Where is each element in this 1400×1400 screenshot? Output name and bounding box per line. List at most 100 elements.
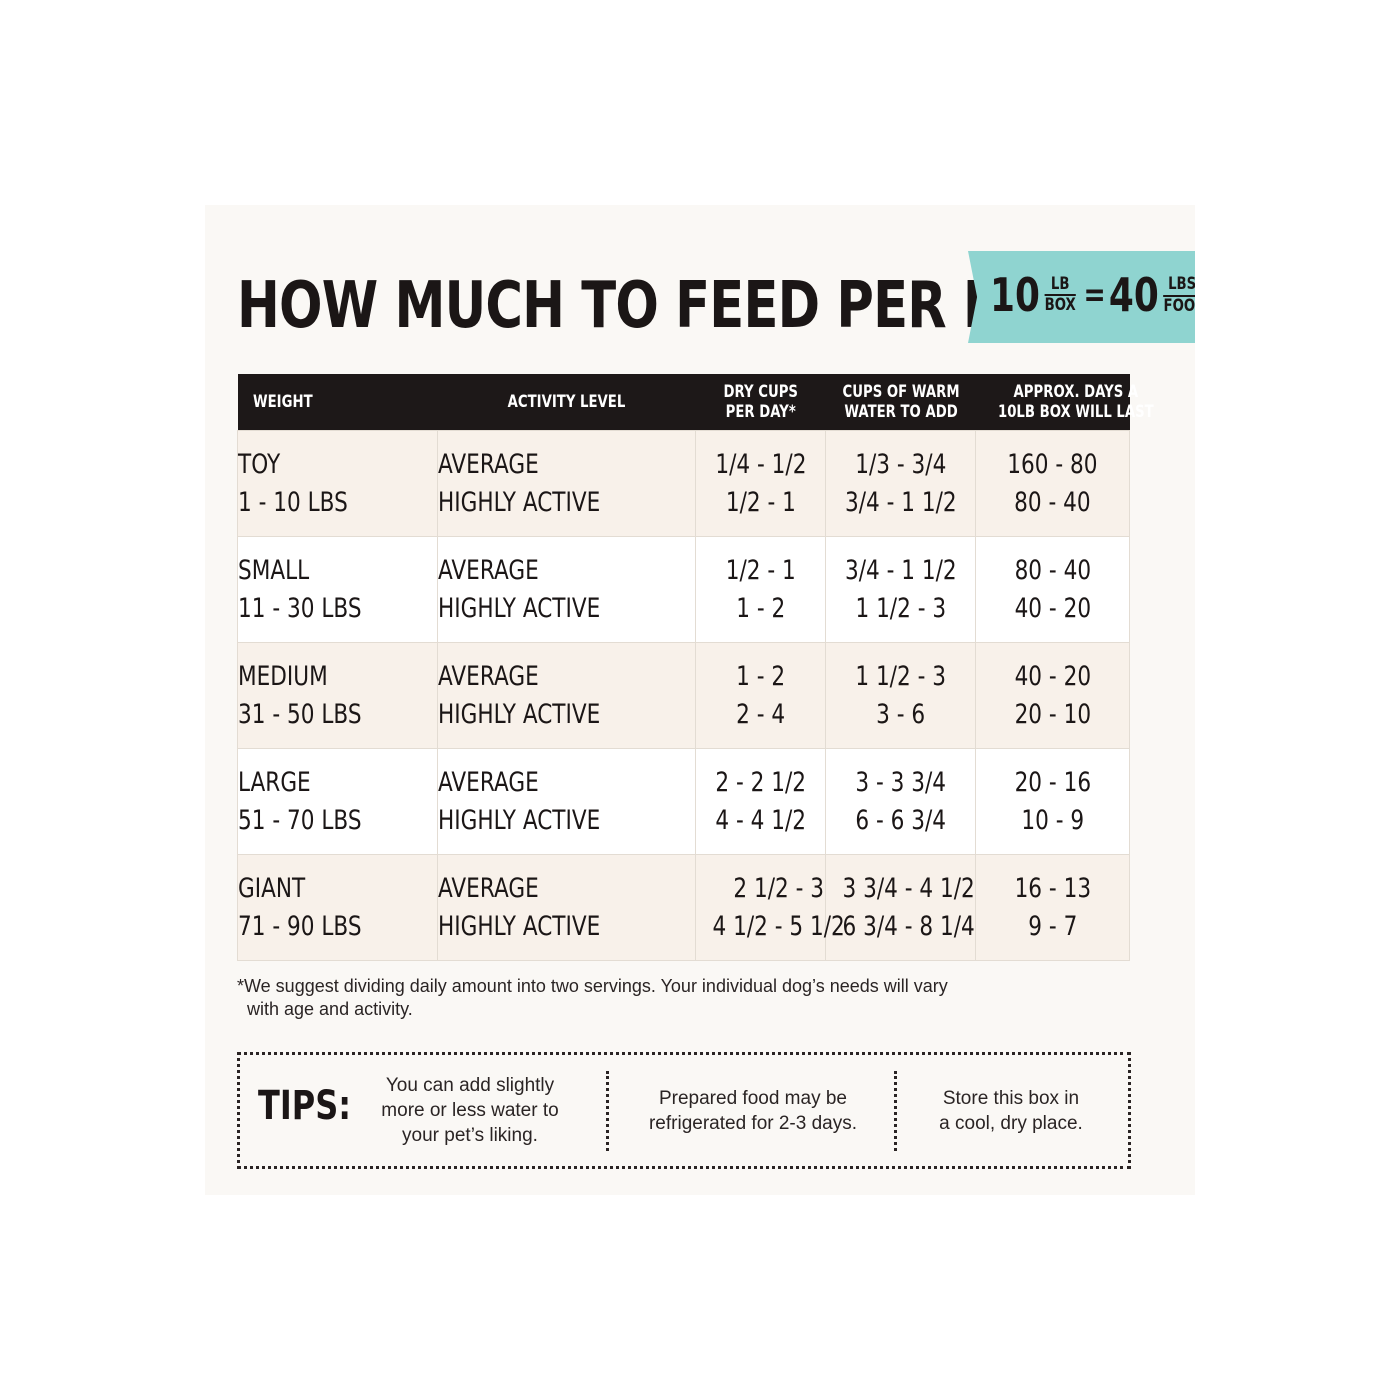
- size-cell-content: MEDIUM 31 - 50 LBS: [238, 658, 362, 734]
- tip-storage-text: Store this box in a cool, dry place.: [939, 1086, 1083, 1136]
- water-content: 3/4 - 1 1/2 1 1/2 - 3: [845, 552, 957, 628]
- tip-water-text: You can add slightly more or less water …: [381, 1073, 558, 1148]
- water-average: 1/3 - 3/4: [854, 448, 947, 480]
- header-weight-label: WEIGHT: [252, 392, 313, 412]
- size-weight-range: 31 - 50 LBS: [238, 698, 362, 730]
- header-weight: WEIGHT: [237, 374, 438, 431]
- dry-cups-content: 1/2 - 1 1 - 2: [725, 552, 795, 628]
- header-days-label: APPROX. DAYS A 10LB BOX WILL LAST: [997, 382, 1153, 422]
- size-cell-content: LARGE 51 - 70 LBS: [238, 764, 362, 840]
- badge-right-unit-bottom: FOOD!: [1163, 295, 1213, 316]
- tip-storage-line1: Store this box in: [942, 1087, 1080, 1109]
- header-activity: ACTIVITY LEVEL: [437, 374, 696, 431]
- water-active: 3 - 6: [875, 698, 925, 730]
- days-average: 80 - 40: [1014, 554, 1091, 586]
- table-row: TOY 1 - 10 LBS AVERAGE HIGHLY ACTIVE 1/4 -…: [237, 430, 1130, 537]
- table-body: TOY 1 - 10 LBS AVERAGE HIGHLY ACTIVE 1/4 -…: [237, 430, 1130, 961]
- activity-cell: AVERAGE HIGHLY ACTIVE: [437, 430, 696, 537]
- days-average: 20 - 16: [1014, 766, 1091, 798]
- days-average: 40 - 20: [1014, 660, 1091, 692]
- activity-highly-active: HIGHLY ACTIVE: [438, 486, 601, 518]
- days-active: 80 - 40: [1014, 486, 1091, 518]
- water-average: 3/4 - 1 1/2: [844, 554, 957, 586]
- days-content: 40 - 20 20 - 10: [1014, 658, 1091, 734]
- tip-refrigerate: Prepared food may be refrigerated for 2-…: [612, 1055, 894, 1166]
- activity-cell: AVERAGE HIGHLY ACTIVE: [437, 536, 696, 643]
- header-days-line2: 10LB BOX WILL LAST: [997, 402, 1154, 422]
- dry-cups-content: 1/4 - 1/2 1/2 - 1: [715, 446, 806, 522]
- badge-left-value: 10: [990, 268, 1040, 322]
- header-days: APPROX. DAYS A 10LB BOX WILL LAST: [975, 374, 1153, 431]
- dry-cups-average: 1 - 2: [735, 660, 785, 692]
- activity-highly-active: HIGHLY ACTIVE: [438, 910, 601, 942]
- tip-refrigerate-line2: refrigerated for 2-3 days.: [648, 1112, 858, 1134]
- tip-refrigerate-line1: Prepared food may be: [658, 1087, 847, 1109]
- tip-water-line2: more or less water to: [381, 1100, 559, 1121]
- table-row: LARGE 51 - 70 LBS AVERAGE HIGHLY ACTIVE 2 …: [237, 748, 1130, 855]
- dry-cups-active: 4 - 4 1/2: [715, 804, 806, 836]
- water-active: 6 - 6 3/4: [855, 804, 946, 836]
- activity-highly-active: HIGHLY ACTIVE: [438, 592, 601, 624]
- badge-content: 10 LB BOX = 40 LBS of FOOD!: [990, 267, 1213, 323]
- days-content: 16 - 13 9 - 7: [1014, 870, 1091, 946]
- badge-left-unit: LB BOX: [1044, 275, 1076, 315]
- dry-cups-cell: 1/2 - 1 1 - 2: [695, 536, 826, 643]
- badge-left-unit-bottom: BOX: [1044, 295, 1076, 315]
- water-cell: 3 - 3 3/4 6 - 6 3/4: [825, 748, 976, 855]
- days-content: 160 - 80 80 - 40: [1007, 446, 1097, 522]
- size-name: GIANT: [238, 872, 306, 904]
- size-cell: LARGE 51 - 70 LBS: [237, 748, 438, 855]
- badge-right-unit-top: LBS of: [1163, 271, 1208, 297]
- activity-cell: AVERAGE HIGHLY ACTIVE: [437, 642, 696, 749]
- water-cell: 3 3/4 - 4 1/2 6 3/4 - 8 1/4: [825, 854, 976, 961]
- tip-refrigerate-text: Prepared food may be refrigerated for 2-…: [649, 1086, 857, 1136]
- size-weight-range: 1 - 10 LBS: [238, 486, 348, 518]
- dry-cups-active: 4 1/2 - 5 1/2: [712, 910, 845, 942]
- days-content: 20 - 16 10 - 9: [1014, 764, 1091, 840]
- water-cell: 1/3 - 3/4 3/4 - 1 1/2: [825, 430, 976, 537]
- tip-water-line3: your pet’s liking.: [402, 1125, 538, 1146]
- water-average: 1 1/2 - 3: [855, 660, 946, 692]
- badge-right-unit: LBS of FOOD!: [1163, 271, 1213, 316]
- activity-cell-content: AVERAGE HIGHLY ACTIVE: [438, 658, 600, 734]
- days-active: 20 - 10: [1014, 698, 1091, 730]
- size-name: SMALL: [238, 554, 310, 586]
- activity-cell-content: AVERAGE HIGHLY ACTIVE: [438, 552, 600, 628]
- dry-cups-active: 1/2 - 1: [725, 486, 796, 518]
- size-name: MEDIUM: [238, 660, 328, 692]
- days-cell: 20 - 16 10 - 9: [975, 748, 1130, 855]
- size-cell-content: SMALL 11 - 30 LBS: [238, 552, 362, 628]
- days-cell: 160 - 80 80 - 40: [975, 430, 1130, 537]
- size-cell-content: TOY 1 - 10 LBS: [238, 446, 348, 522]
- water-content: 3 - 3 3/4 6 - 6 3/4: [855, 764, 946, 840]
- header-days-line1: APPROX. DAYS A: [1013, 382, 1138, 402]
- page-title: HOW MUCH TO FEED PER DAY: [237, 269, 1076, 343]
- header-dry-line1: DRY CUPS: [723, 382, 798, 402]
- dry-cups-content: 1 - 2 2 - 4: [736, 658, 785, 734]
- activity-average: AVERAGE: [438, 872, 539, 904]
- days-cell: 16 - 13 9 - 7: [975, 854, 1130, 961]
- dry-cups-cell: 2 - 2 1/2 4 - 4 1/2: [695, 748, 826, 855]
- header-activity-label: ACTIVITY LEVEL: [507, 392, 626, 412]
- dry-cups-cell: 1 - 2 2 - 4: [695, 642, 826, 749]
- dry-cups-active: 2 - 4: [735, 698, 785, 730]
- size-weight-range: 11 - 30 LBS: [238, 592, 362, 624]
- activity-average: AVERAGE: [438, 554, 539, 586]
- footnote-line2: with age and activity.: [247, 999, 413, 1019]
- activity-cell: AVERAGE HIGHLY ACTIVE: [437, 854, 696, 961]
- water-content: 1 1/2 - 3 3 - 6: [855, 658, 946, 734]
- activity-highly-active: HIGHLY ACTIVE: [438, 698, 601, 730]
- badge-right-unit-of: of: [1197, 271, 1208, 287]
- tip-divider: [894, 1071, 897, 1151]
- dry-cups-average: 1/2 - 1: [725, 554, 796, 586]
- size-cell-content: GIANT 71 - 90 LBS: [238, 870, 362, 946]
- tips-box: TIPS: You can add slightly more or less …: [237, 1052, 1131, 1169]
- size-name: LARGE: [238, 766, 311, 798]
- tip-water-line1: You can add slightly: [385, 1075, 555, 1096]
- size-weight-range: 51 - 70 LBS: [238, 804, 362, 836]
- activity-cell-content: AVERAGE HIGHLY ACTIVE: [438, 764, 600, 840]
- footnote: *We suggest dividing daily amount into t…: [237, 975, 1077, 1021]
- badge-left-unit-top: LB: [1044, 275, 1076, 296]
- water-active: 3/4 - 1 1/2: [844, 486, 957, 518]
- size-name: TOY: [238, 448, 281, 480]
